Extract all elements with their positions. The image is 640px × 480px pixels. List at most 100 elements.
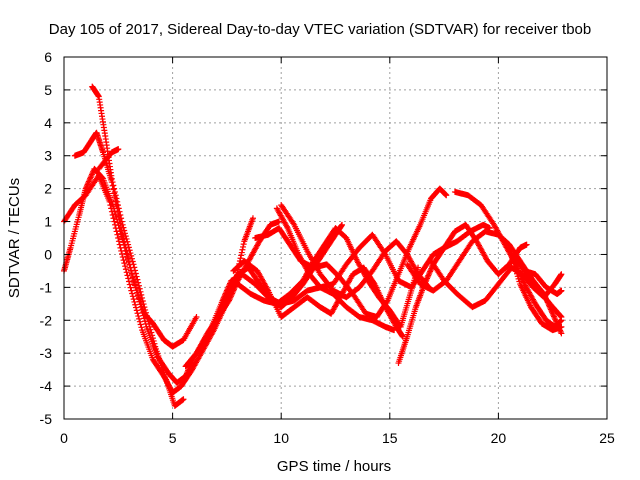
y-tick-label: 4 [44,115,52,131]
data-point [237,255,244,262]
x-tick-label: 25 [599,430,615,446]
data-point [112,221,119,228]
data-points [61,83,565,409]
data-point [396,322,403,329]
data-point [115,146,122,153]
data-point [115,212,122,219]
data-point [120,235,127,241]
data-point [136,315,143,322]
data-point [443,192,450,199]
data-point [130,296,137,303]
data-point [125,258,132,265]
data-point [128,267,135,274]
y-tick-label: -4 [40,378,53,394]
data-point [117,220,124,227]
data-point [118,224,125,231]
data-point [111,218,118,225]
series-track-4 [95,146,122,172]
data-point [136,318,143,325]
data-point [558,287,565,294]
data-point [132,304,139,311]
data-point [114,231,121,238]
data-point [119,231,126,238]
x-axis-ticks: 0 5 10 15 20 25 [60,57,615,446]
data-point [108,205,115,212]
data-point [121,260,128,267]
data-point [147,326,154,333]
data-point [115,238,122,245]
data-point [128,271,135,278]
data-point [558,330,565,337]
data-point [137,288,144,295]
data-point [111,190,118,197]
data-point [129,290,136,297]
data-point [127,250,134,257]
plot-frame [63,56,608,420]
data-point [113,228,120,235]
data-point [121,241,128,248]
data-point [110,215,117,222]
data-point [383,298,390,305]
grid [64,57,607,419]
data-point [128,255,135,262]
data-point [108,208,115,215]
data-point [112,197,119,204]
data-point [128,287,135,294]
data-point [125,254,132,261]
series-track-3 [71,129,200,350]
data-point [111,194,118,201]
y-axis-label: SDTVAR / TECUs [6,178,23,298]
data-point [107,202,114,209]
data-point [108,179,115,186]
data-point [122,244,129,251]
x-axis-label: GPS time / hours [277,458,391,475]
series-track-16 [428,258,565,311]
y-tick-label: -5 [40,411,53,427]
data-point [133,273,140,280]
data-point [240,241,247,248]
data-point [132,270,139,277]
data-point [129,274,136,281]
data-point [119,254,126,261]
x-tick-label: 15 [382,430,398,446]
data-point [119,250,126,257]
data-point [238,252,245,259]
data-point [127,284,134,291]
data-point [109,211,116,218]
data-point [149,332,156,339]
series-track-18 [521,267,565,297]
data-point [149,335,156,342]
data-point [128,252,135,259]
data-point [151,340,158,347]
data-point [118,227,125,234]
data-point [110,186,117,193]
data-point [117,244,124,251]
data-point [137,321,144,328]
data-point [558,271,565,278]
y-tick-label: 2 [44,181,52,197]
data-point [120,257,127,264]
data-point [136,285,143,292]
data-point [126,278,133,285]
y-tick-label: 6 [44,49,52,65]
data-point [114,205,121,212]
data-point [339,221,346,228]
data-point [109,182,116,189]
series-track-15 [451,188,565,330]
data-point [138,324,145,331]
x-tick-label: 20 [491,430,507,446]
y-tick-label: -1 [40,279,53,295]
data-point [126,247,133,254]
data-point [249,215,256,222]
series-track-19 [506,244,565,334]
data-point [150,337,157,344]
y-tick-label: 5 [44,82,52,98]
data-point [131,298,138,305]
series-track-12 [278,202,432,301]
y-tick-label: 1 [44,214,52,230]
x-tick-label: 0 [60,430,68,446]
data-point [114,209,121,216]
y-axis-ticks: -5 -4 -3 -2 -1 0 1 2 3 4 5 6 [40,49,607,427]
chart-title: Day 105 of 2017, Sidereal Day-to-day VTE… [49,21,591,38]
